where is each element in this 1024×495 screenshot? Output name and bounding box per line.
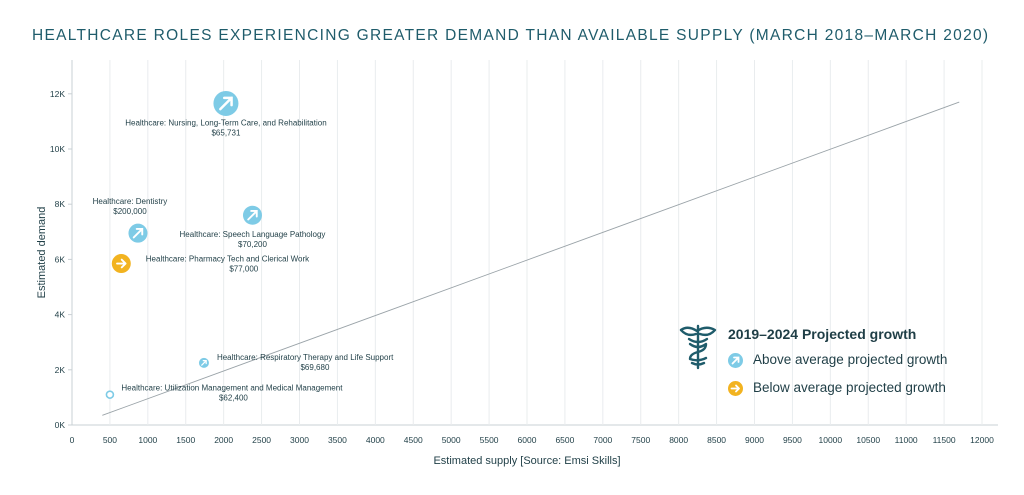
y-tick-label: 10K <box>50 144 65 154</box>
x-tick-label: 5000 <box>442 435 461 445</box>
point-label: Healthcare: Dentistry <box>93 197 168 206</box>
x-tick-label: 7500 <box>631 435 650 445</box>
x-tick-label: 8000 <box>669 435 688 445</box>
y-tick-label: 0K <box>55 420 66 430</box>
x-tick-label: 6000 <box>518 435 537 445</box>
y-tick-label: 6K <box>55 254 66 264</box>
point-salary: $70,200 <box>238 240 267 249</box>
chart-title: HEALTHCARE ROLES EXPERIENCING GREATER DE… <box>32 27 990 44</box>
x-tick-label: 500 <box>103 435 117 445</box>
legend-title: 2019–2024 Projected growth <box>728 326 917 342</box>
y-tick-label: 2K <box>55 365 66 375</box>
x-tick-label: 11000 <box>895 435 918 445</box>
x-tick-label: 4000 <box>366 435 385 445</box>
x-tick-label: 2500 <box>252 435 271 445</box>
point-salary: $62,400 <box>219 394 248 403</box>
arrow-right-icon <box>116 258 127 269</box>
point-salary: $69,680 <box>300 363 329 372</box>
point-label: Healthcare: Utilization Management and M… <box>121 384 343 393</box>
data-point <box>105 390 115 399</box>
arrow-up-right-icon <box>132 227 144 239</box>
y-tick-label: 4K <box>55 310 66 320</box>
x-tick-label: 4500 <box>404 435 423 445</box>
y-tick-label: 12K <box>50 89 65 99</box>
x-tick-label: 1000 <box>138 435 157 445</box>
caduceus-icon <box>679 324 717 370</box>
x-tick-label: 9000 <box>745 435 764 445</box>
y-axis-title: Estimated demand <box>36 207 48 299</box>
x-tick-label: 0 <box>70 435 75 445</box>
arrow-right-icon <box>728 381 743 396</box>
x-tick-label: 8500 <box>707 435 726 445</box>
arrow-up-right-icon <box>201 360 207 366</box>
x-tick-label: 3000 <box>290 435 309 445</box>
parity-line <box>102 101 960 416</box>
x-tick-label: 3500 <box>328 435 347 445</box>
arrow-up-right-icon <box>728 353 743 368</box>
legend-label-below: Below average projected growth <box>753 380 946 395</box>
x-tick-label: 10500 <box>856 435 880 445</box>
x-axis-title: Estimated supply [Source: Emsi Skills] <box>433 455 620 467</box>
x-tick-label: 1500 <box>176 435 195 445</box>
legend: 2019–2024 Projected growth Above average… <box>678 322 978 402</box>
point-salary: $65,731 <box>211 128 240 137</box>
x-tick-label: 7000 <box>593 435 612 445</box>
x-tick-label: 11500 <box>933 435 956 445</box>
arrow-up-right-icon <box>247 210 258 221</box>
x-tick-label: 5500 <box>480 435 499 445</box>
legend-label-above: Above average projected growth <box>753 352 948 367</box>
point-label: Healthcare: Pharmacy Tech and Clerical W… <box>146 255 310 264</box>
point-label: Healthcare: Nursing, Long-Term Care, and… <box>125 118 326 127</box>
x-tick-label: 9500 <box>783 435 802 445</box>
y-tick-label: 8K <box>55 199 66 209</box>
point-label: Healthcare: Respiratory Therapy and Life… <box>217 353 394 362</box>
x-tick-label: 12000 <box>970 435 994 445</box>
x-tick-label: 6500 <box>555 435 574 445</box>
point-salary: $77,000 <box>229 265 258 274</box>
point-label: Healthcare: Speech Language Pathology <box>180 230 326 239</box>
x-tick-label: 2000 <box>214 435 233 445</box>
point-salary: $200,000 <box>113 207 147 216</box>
arrow-up-right-icon <box>219 96 233 111</box>
x-tick-label: 10000 <box>819 435 843 445</box>
